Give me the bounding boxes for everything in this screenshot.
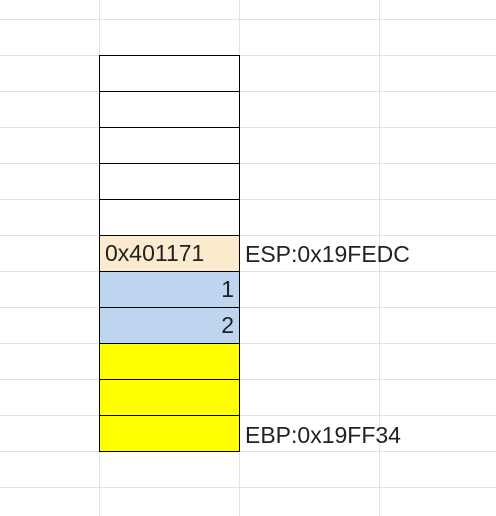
stack-cell[interactable]	[99, 344, 240, 380]
stack-cell[interactable]	[99, 56, 240, 92]
stack-cell-arg-2[interactable]: 2	[99, 308, 240, 344]
stack-cell[interactable]	[99, 200, 240, 236]
stack-cell-return-address[interactable]: 0x401171	[99, 236, 240, 272]
stack-diagram: 0x401171 1 2	[99, 55, 240, 452]
esp-label[interactable]: ESP:0x19FEDC	[245, 241, 410, 267]
stack-cell[interactable]	[99, 164, 240, 200]
stack-cell[interactable]	[99, 92, 240, 128]
stack-cell[interactable]	[99, 416, 240, 452]
stack-cell-arg-1[interactable]: 1	[99, 272, 240, 308]
ebp-label[interactable]: EBP:0x19FF34	[245, 422, 401, 448]
stack-cell[interactable]	[99, 380, 240, 416]
stack-cell[interactable]	[99, 128, 240, 164]
